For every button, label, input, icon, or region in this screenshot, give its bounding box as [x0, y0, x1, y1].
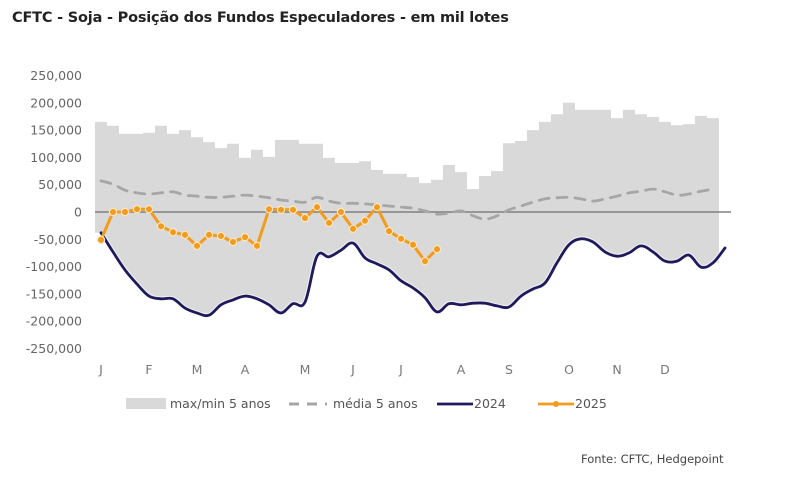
x-tick-label: J	[398, 362, 403, 377]
x-tick-label: N	[612, 362, 621, 377]
legend-marker-2025	[553, 401, 559, 407]
y-tick-label: 0	[74, 205, 82, 220]
x-tick-label: A	[241, 362, 250, 377]
data-point-2025	[96, 235, 106, 245]
y-tick-label: -100,000	[26, 259, 82, 274]
x-tick-label: J	[350, 362, 355, 377]
data-point-2025	[216, 231, 226, 241]
data-point-2025	[228, 237, 238, 247]
data-point-2025	[288, 205, 298, 215]
data-point-2025	[120, 207, 130, 217]
legend: max/min 5 anos média 5 anos 2024 2025	[126, 396, 607, 411]
y-tick-label: 150,000	[30, 123, 82, 138]
data-point-2025	[192, 241, 202, 251]
data-point-2025	[312, 202, 322, 212]
series-line-mean	[99, 179, 715, 221]
data-point-2025	[432, 244, 442, 254]
data-point-2025	[324, 218, 334, 228]
data-point-2025	[132, 205, 142, 214]
y-tick-label: -50,000	[34, 232, 82, 247]
data-point-2025	[180, 230, 190, 240]
x-tick-label: F	[145, 362, 152, 377]
series-line-2024	[99, 231, 727, 318]
y-tick-label: -200,000	[26, 314, 82, 329]
x-tick-label: O	[564, 362, 574, 377]
legend-label-2024: 2024	[474, 396, 506, 411]
data-point-2025	[336, 207, 346, 217]
data-point-2025	[276, 205, 286, 215]
chart-title: CFTC - Soja - Posição dos Fundos Especul…	[12, 10, 509, 26]
data-point-2025	[240, 232, 250, 242]
mean-line-layer	[99, 179, 715, 221]
y-tick-label: 100,000	[30, 150, 82, 165]
legend-label-mean: média 5 anos	[333, 396, 418, 411]
data-point-2025	[156, 221, 166, 231]
legend-swatch-range	[126, 398, 166, 409]
data-point-2025	[360, 216, 370, 225]
data-point-2025	[264, 205, 274, 214]
x-tick-label: D	[660, 362, 670, 377]
data-point-2025	[168, 228, 178, 237]
data-point-2025	[204, 230, 214, 240]
data-point-2025	[408, 240, 418, 249]
data-point-2025	[372, 202, 382, 212]
y-tick-label: -250,000	[26, 341, 82, 356]
data-point-2025	[144, 205, 154, 214]
data-point-2025	[396, 234, 406, 243]
x-tick-label: M	[300, 362, 311, 377]
data-point-2025	[108, 207, 118, 217]
data-point-2025	[420, 256, 430, 266]
x-tick-label: J	[98, 362, 103, 377]
line-2024-layer	[98, 231, 727, 319]
data-point-2025	[348, 224, 358, 234]
line-2025-layer	[96, 202, 442, 266]
legend-label-range: max/min 5 anos	[170, 396, 271, 411]
y-tick-label: 250,000	[30, 68, 82, 83]
y-tick-label: -150,000	[26, 286, 82, 301]
range-band-area	[95, 102, 719, 316]
legend-label-2025: 2025	[575, 396, 607, 411]
data-point-2025	[384, 226, 394, 236]
y-tick-label: 200,000	[30, 95, 82, 110]
data-point-2025	[252, 241, 262, 251]
x-tick-label: A	[457, 362, 466, 377]
y-axis: 250,000 200,000 150,000 100,000 50,000 0 -50,0…	[26, 68, 82, 356]
x-tick-label: M	[192, 362, 203, 377]
range-band-layer	[95, 102, 719, 316]
data-point-2025	[300, 213, 310, 223]
source-note: Fonte: CFTC, Hedgepoint	[581, 452, 724, 466]
x-tick-label: S	[505, 362, 513, 377]
y-tick-label: 50,000	[38, 177, 82, 192]
